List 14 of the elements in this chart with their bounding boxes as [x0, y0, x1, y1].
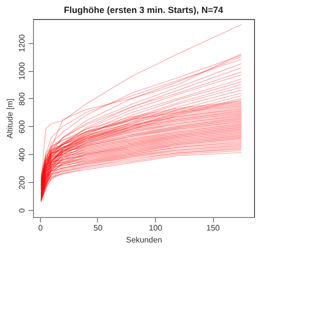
- y-tick-label: 0: [18, 208, 26, 213]
- y-axis-title: Altitude [m]: [6, 98, 14, 139]
- y-tick-label: 1000: [18, 62, 26, 80]
- y-tick-label: 1200: [18, 34, 26, 52]
- y-tick-label: 600: [18, 120, 26, 134]
- x-tick-label: 100: [148, 224, 163, 232]
- chart-title: Flughöhe (ersten 3 min. Starts), N=74: [64, 5, 224, 15]
- x-tick-label: 150: [206, 224, 220, 232]
- y-tick-label: 400: [18, 148, 26, 162]
- x-tick-label: 0: [38, 224, 44, 232]
- x-axis-title: Sekunden: [126, 236, 162, 244]
- y-tick-label: 200: [18, 175, 26, 190]
- y-tick-label: 800: [18, 92, 26, 106]
- x-tick-label: 50: [94, 224, 103, 232]
